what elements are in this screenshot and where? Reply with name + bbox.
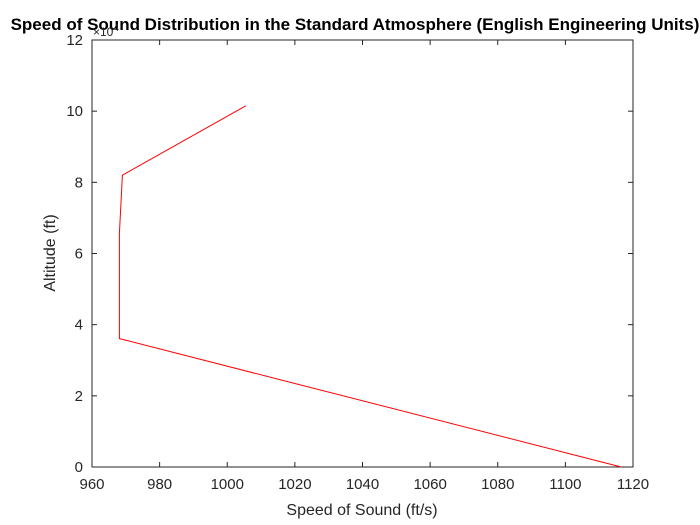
y-tick-label: 6 (75, 246, 83, 263)
y-tick-label: 10 (66, 103, 83, 120)
y-tick-label: 12 (66, 32, 83, 49)
chart-title: Speed of Sound Distribution in the Stand… (11, 15, 700, 34)
x-tick-label: 1120 (617, 476, 649, 493)
y-tick-label: 2 (75, 388, 83, 405)
y-axis-label: Altitude (ft) (42, 214, 59, 291)
x-axis-label: Speed of Sound (ft/s) (286, 502, 437, 519)
x-tick-label: 1000 (211, 476, 244, 493)
x-tick-label: 1060 (413, 476, 446, 493)
y-tick-label: 4 (75, 317, 83, 334)
x-tick-label: 1080 (481, 476, 514, 493)
y-tick-label: 8 (75, 174, 83, 191)
y-tick-label: 0 (75, 459, 83, 476)
x-tick-label: 1100 (549, 476, 581, 493)
x-tick-label: 1040 (346, 476, 379, 493)
plot-area (91, 39, 634, 468)
y-axis-ticks: 0 2 4 6 8 10 12 (66, 32, 633, 476)
y-axis-exponent-base: ×10 (93, 25, 114, 39)
x-tick-label: 960 (79, 476, 104, 493)
x-tick-label: 1020 (278, 476, 311, 493)
speed-of-sound-line (118, 105, 622, 468)
x-tick-label: 980 (147, 476, 172, 493)
y-axis-exponent-power: 4 (113, 23, 119, 34)
y-axis-exponent: ×104 (93, 23, 119, 39)
x-axis-ticks: 960 980 1000 1020 1040 1060 1080 1100 1120 (79, 40, 649, 493)
